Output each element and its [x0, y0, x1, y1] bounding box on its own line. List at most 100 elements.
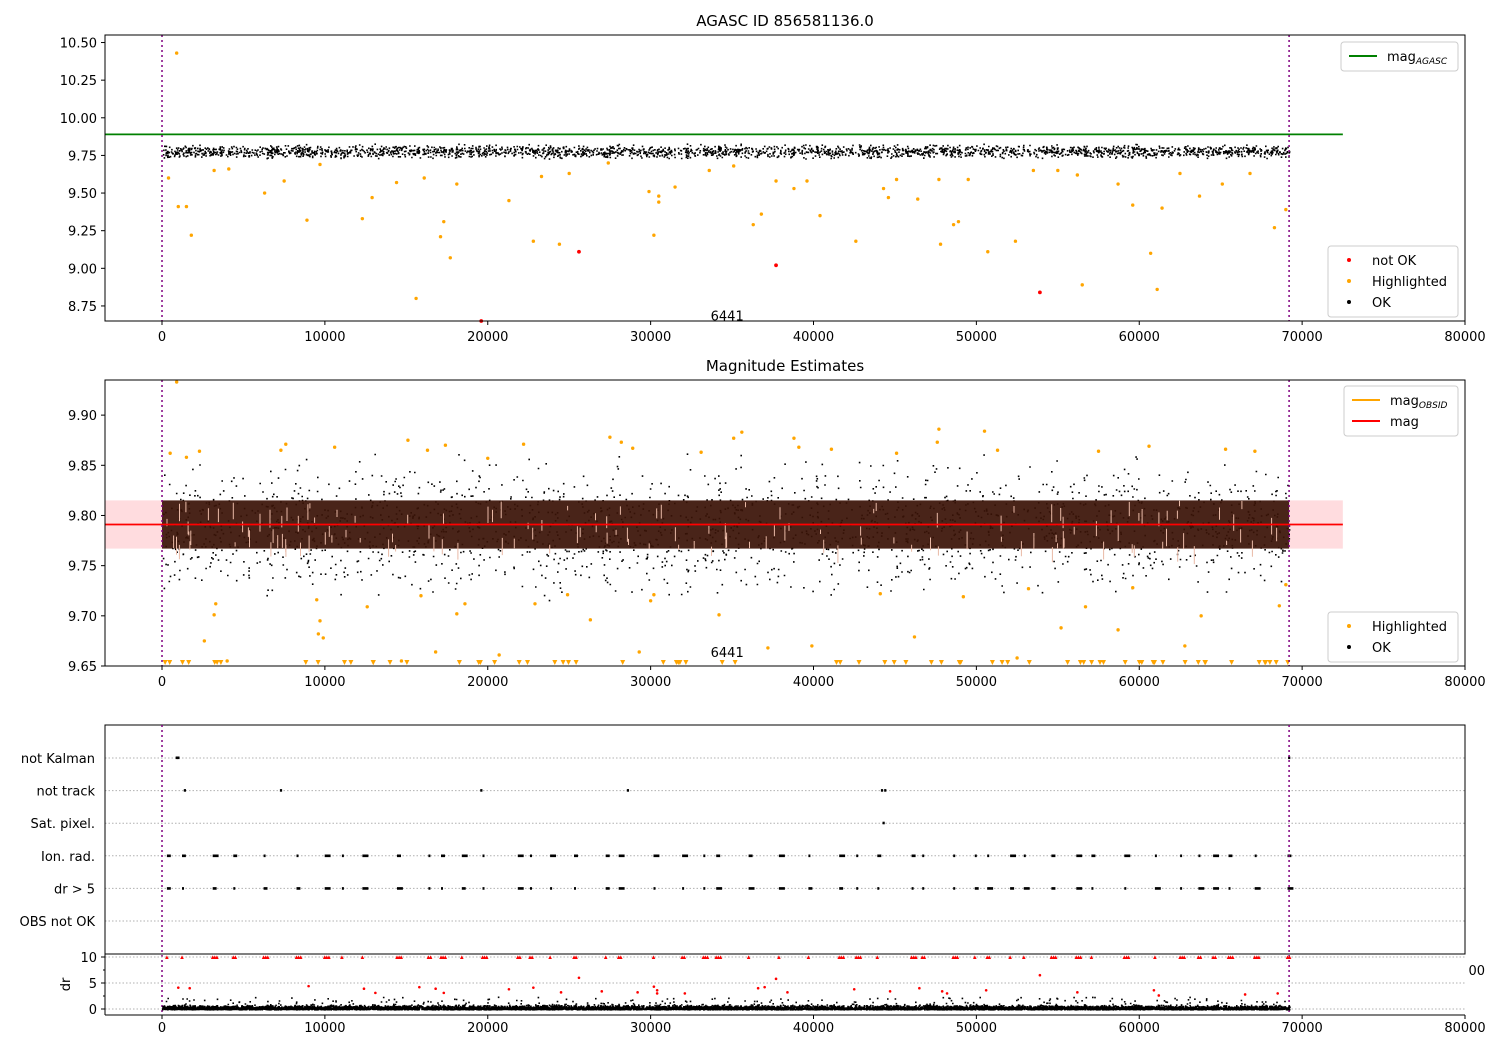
agasc-highlighted-point: [1031, 168, 1036, 173]
mag-highlighted-point: [212, 613, 216, 617]
dr-xtick-label: 20000: [467, 1021, 508, 1036]
mag-highlighted-point: [1284, 583, 1288, 587]
mag-xtick-label: 10000: [304, 675, 345, 690]
agasc-highlighted-point: [854, 239, 858, 243]
agasc-panel: AGASC ID 856581136.0 0 10000 20000 30000 4000…: [60, 12, 1486, 345]
agasc-not-ok-point: [1037, 290, 1042, 295]
mag-highlighted-point: [321, 636, 325, 640]
agasc-highlighted-point: [1178, 171, 1182, 176]
mag-highlighted-point: [1096, 449, 1101, 453]
dr-outlier-point: [418, 985, 421, 989]
agasc-highlighted-point: [166, 176, 171, 180]
dr-clipped-markers: [165, 955, 1292, 959]
agasc-highlighted-point: [937, 177, 941, 182]
agasc-highlighted-point: [1155, 287, 1159, 292]
agasc-highlighted-point: [212, 168, 216, 173]
agasc-points-legend-label: OK: [1372, 296, 1391, 311]
dr-outlier-point: [918, 986, 921, 990]
mag-highlighted-point: [810, 644, 814, 648]
mag-highlighted-point: [419, 594, 423, 598]
mag-ytick-label: 9.70: [68, 610, 97, 625]
agasc-highlighted-point: [751, 222, 755, 227]
dr-outlier-point: [1276, 992, 1279, 995]
agasc-highlighted-point: [442, 219, 446, 224]
agasc-xtick-label: 80000: [1444, 330, 1485, 345]
dr-outlier-point: [683, 992, 687, 995]
dr-stray-label: 00: [1468, 964, 1485, 979]
dr-xtick-label: 10000: [304, 1021, 345, 1036]
agasc-highlighted-point: [1197, 194, 1202, 198]
mag-highlighted-point: [995, 448, 1000, 452]
dr-ytick-label: 10: [80, 951, 97, 966]
mag-highlighted-point: [455, 612, 459, 616]
mag-highlighted-point: [565, 593, 570, 597]
mag-highlighted-point: [521, 442, 526, 446]
mag-highlighted-point: [214, 602, 218, 606]
mag-highlighted-point: [797, 445, 801, 449]
agasc-highlighted-point: [360, 216, 365, 221]
mag-highlighted-point: [225, 659, 229, 663]
mag-xtick-label: 70000: [1281, 675, 1322, 690]
dr-outlier-point: [852, 987, 856, 991]
mag-highlighted-point: [731, 436, 736, 440]
dr-outlier-point: [600, 990, 604, 993]
mag-highlighted-point: [637, 650, 641, 654]
mag-highlighted-point: [1277, 604, 1282, 608]
mag-highlighted-point: [315, 598, 319, 602]
flags-axes-frame: [104, 724, 1466, 955]
agasc-highlighted-point: [1056, 168, 1060, 173]
agasc-highlighted-point: [422, 176, 426, 180]
mag-highlighted-point: [533, 602, 537, 606]
mag-highlighted-point: [766, 646, 770, 650]
flag-label: dr > 5: [54, 882, 95, 897]
dr-outlier-point: [362, 987, 366, 991]
agasc-highlighted-point: [1148, 251, 1153, 255]
mag-points-legend-marker: [1347, 624, 1351, 628]
mag-highlighted-point: [912, 635, 917, 639]
dr-outlier-point: [1152, 988, 1156, 992]
mag-highlighted-point: [619, 440, 624, 444]
agasc-ytick-label: 10.25: [60, 74, 97, 89]
agasc-points-legend-marker: [1347, 300, 1351, 304]
agasc-highlighted-point: [731, 164, 736, 168]
mag-highlighted-point: [486, 456, 490, 460]
agasc-not-ok-point: [774, 263, 778, 268]
flag-mark: [183, 789, 187, 792]
dr-outlier-point: [507, 987, 511, 991]
mag-highlighted-point: [608, 435, 612, 439]
dr-outlier-point: [655, 992, 659, 995]
agasc-highlighted-point: [774, 179, 778, 183]
mag-highlighted-point: [588, 618, 593, 622]
dr-xtick-label: 50000: [956, 1021, 997, 1036]
dr-outlier-point: [1157, 994, 1161, 997]
dr-outlier-point: [1038, 973, 1042, 977]
agasc-highlighted-point: [818, 213, 822, 218]
agasc-xtick-label: 20000: [467, 330, 508, 345]
flag-mark: [1288, 756, 1291, 760]
dr-xtick-label: 0: [158, 1021, 166, 1036]
dr-outlier-point: [636, 991, 639, 994]
mag-highlighted-point: [631, 446, 635, 450]
mag-xtick-label: 40000: [793, 675, 834, 690]
dr-outlier-point: [307, 984, 310, 988]
mag-highlighted-point: [1059, 626, 1063, 630]
agasc-highlighted-point: [262, 191, 267, 195]
flag-label: Ion. rad.: [41, 850, 95, 865]
mag-highlighted-point: [316, 632, 321, 636]
mag-highlighted-point: [1199, 614, 1203, 618]
agasc-highlighted-point: [647, 189, 651, 194]
flag-mark: [884, 789, 887, 792]
agasc-ytick-label: 8.75: [68, 300, 97, 315]
mag-lines-legend-label: magOBSID: [1390, 394, 1448, 411]
agasc-highlighted-point: [448, 256, 452, 260]
dr-outlier-point: [374, 991, 377, 995]
mag-highlighted-point: [1183, 644, 1187, 648]
mag-ytick-label: 9.75: [68, 560, 97, 575]
mag-lines-legend-label: mag: [1390, 415, 1419, 430]
agasc-points-legend-label: not OK: [1372, 254, 1417, 269]
dr-outlier-point: [940, 990, 944, 993]
agasc-highlighted-point: [881, 186, 886, 191]
flag-mark: [882, 821, 885, 825]
mag-highlighted-point: [168, 451, 172, 455]
mag-highlighted-point: [652, 593, 656, 597]
